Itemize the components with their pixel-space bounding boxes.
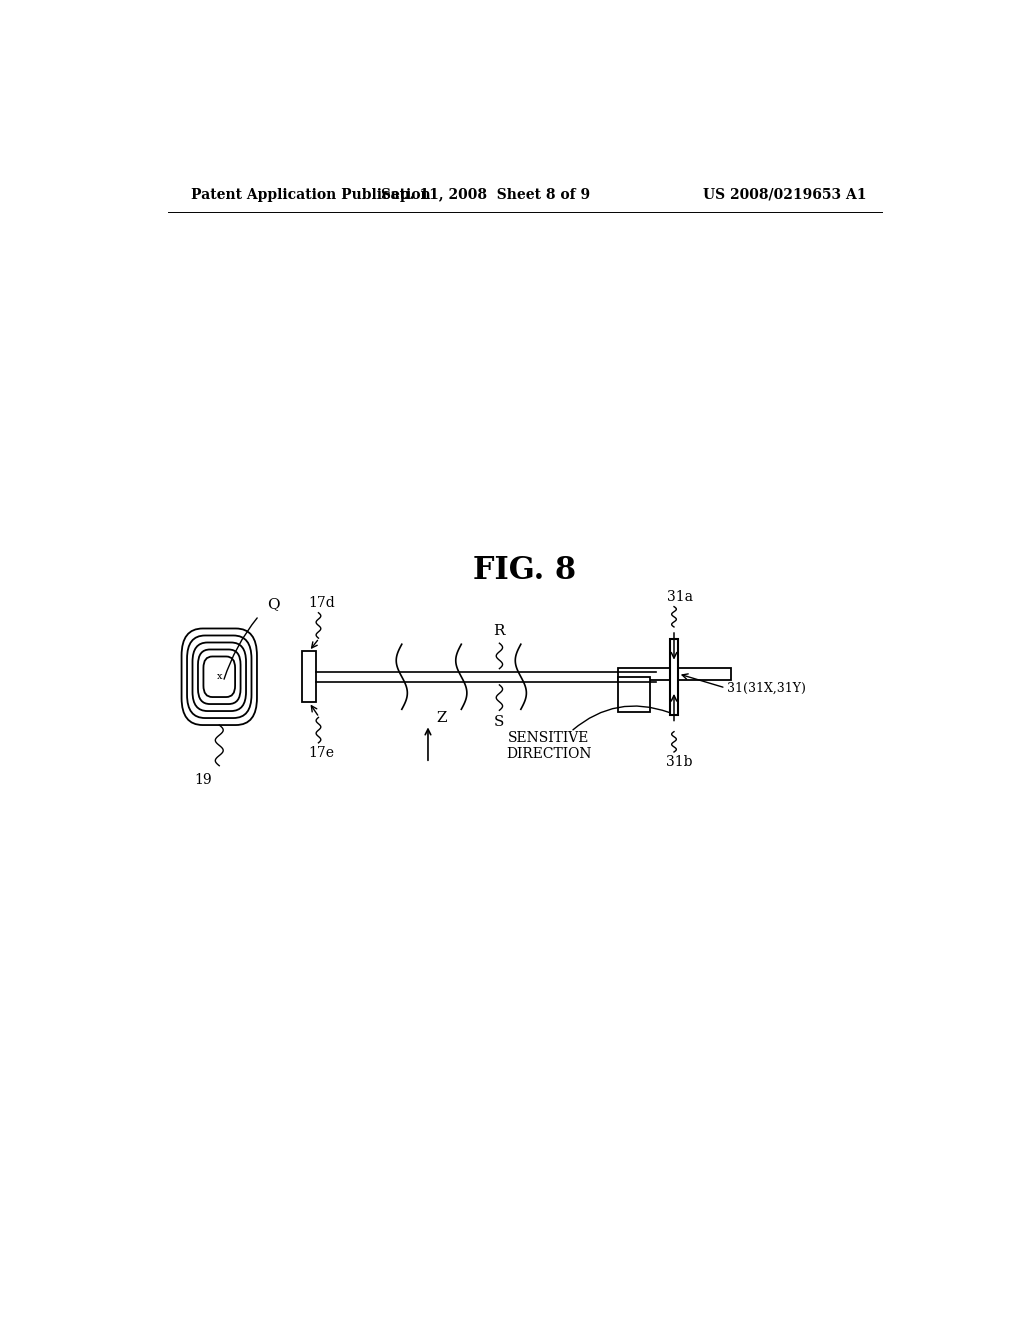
Text: 31(31X,31Y): 31(31X,31Y) xyxy=(727,681,806,694)
Text: 19: 19 xyxy=(195,774,212,787)
Text: x: x xyxy=(216,672,222,681)
Text: SENSITIVE
DIRECTION: SENSITIVE DIRECTION xyxy=(506,731,591,760)
Text: 31b: 31b xyxy=(667,755,693,770)
Text: 17d: 17d xyxy=(308,595,335,610)
Bar xyxy=(618,668,731,680)
Text: FIG. 8: FIG. 8 xyxy=(473,554,577,586)
Text: R: R xyxy=(494,624,505,638)
Text: US 2008/0219653 A1: US 2008/0219653 A1 xyxy=(702,187,866,202)
Text: Patent Application Publication: Patent Application Publication xyxy=(191,187,431,202)
Text: Q: Q xyxy=(267,597,280,611)
Bar xyxy=(670,639,678,715)
Bar xyxy=(302,651,316,702)
Text: 31a: 31a xyxy=(667,590,692,603)
Text: 17e: 17e xyxy=(308,746,335,760)
Text: S: S xyxy=(495,715,505,730)
Text: Sep. 11, 2008  Sheet 8 of 9: Sep. 11, 2008 Sheet 8 of 9 xyxy=(381,187,590,202)
Bar xyxy=(618,677,650,713)
Text: Z: Z xyxy=(436,710,446,725)
